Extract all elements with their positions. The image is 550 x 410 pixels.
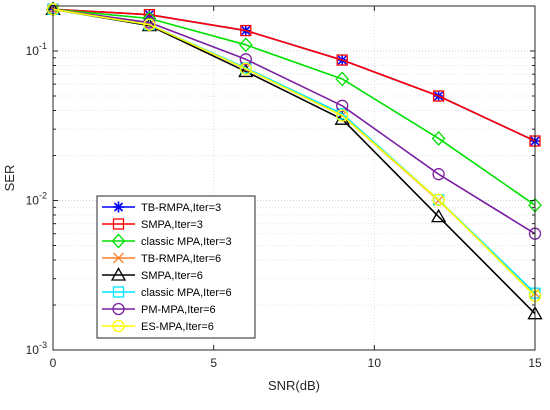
data-point (336, 54, 348, 66)
series-line (52, 8, 536, 142)
x-tick-label: 10 (368, 356, 382, 370)
legend-item: ES-MPA,Iter=6 (102, 319, 214, 333)
legend-item: classic MPA,Iter=3 (102, 233, 232, 249)
legend-label: PM-MPA,Iter=6 (141, 304, 216, 316)
data-point (240, 24, 252, 37)
data-point (238, 37, 253, 53)
data-point (430, 208, 447, 223)
legend-item: TB-RMPA,Iter=3 (102, 201, 221, 214)
data-point (239, 62, 252, 75)
legend: TB-RMPA,Iter=3 SMPA,Iter=3 classic MPA,Ite… (96, 195, 256, 339)
data-point (432, 168, 445, 181)
legend-item: SMPA,Iter=3 (102, 218, 203, 231)
data-point (335, 71, 350, 87)
y-axis-label: SER (2, 165, 17, 192)
legend-item: PM-MPA,Iter=6 (102, 302, 216, 316)
legend-label: TB-RMPA,Iter=3 (141, 202, 221, 214)
x-tick-label: 0 (50, 356, 57, 370)
legend-box (96, 195, 256, 339)
series-line (52, 8, 536, 206)
legend-marker (110, 267, 127, 281)
y-tick-label: 10-1 (26, 41, 47, 58)
data-point (432, 90, 445, 102)
series-line (52, 8, 536, 235)
plot-frame (52, 5, 536, 351)
legend-item: classic MPA,Iter=6 (102, 286, 232, 299)
legend-label: SMPA,Iter=6 (141, 270, 203, 282)
legend-item: SMPA,Iter=6 (102, 267, 203, 282)
legend-marker (112, 218, 125, 230)
legend-marker (113, 252, 124, 264)
legend-marker (112, 302, 125, 316)
legend-item: TB-RMPA,Iter=6 (102, 252, 221, 265)
legend-marker (112, 286, 125, 298)
series-line (52, 8, 536, 297)
data-point (239, 53, 252, 66)
data-point (431, 131, 446, 146)
legend-label: classic MPA,Iter=6 (141, 287, 232, 299)
legend-label: ES-MPA,Iter=6 (141, 321, 214, 333)
y-tick-label: 10-3 (26, 340, 47, 357)
legend-marker (111, 233, 126, 249)
data-point (336, 99, 349, 112)
data-point (143, 18, 156, 31)
legend-label: SMPA,Iter=3 (141, 219, 203, 231)
x-axis-label: SNR(dB) (268, 378, 320, 393)
data-point (336, 109, 349, 122)
legend-marker (113, 201, 124, 213)
x-tick-label: 5 (210, 356, 217, 370)
legend-label: TB-RMPA,Iter=6 (141, 253, 221, 265)
legend-label: classic MPA,Iter=3 (141, 236, 232, 248)
x-tick-label: 15 (528, 356, 542, 370)
legend-marker (112, 319, 125, 333)
data-point (432, 193, 445, 207)
axes: 0 5 10 15 10-3 10-2 10-1 (26, 5, 542, 370)
y-tick-label: 10-2 (26, 191, 47, 208)
